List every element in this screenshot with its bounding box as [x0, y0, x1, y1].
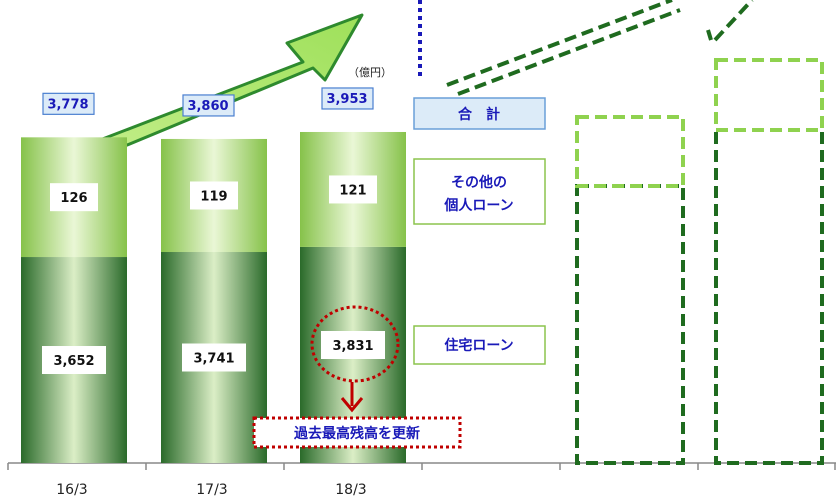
record-high-annotation: 過去最高残高を更新 — [252, 305, 462, 449]
legend-other-line2: 個人ローン — [443, 197, 513, 214]
annotation-box — [252, 416, 462, 449]
data-label-other: 119 — [200, 189, 227, 204]
unit-label: （億円） — [348, 66, 392, 79]
total-label: 3,778 — [47, 97, 88, 112]
category-label: 17/3 — [196, 482, 227, 498]
total-box — [182, 94, 235, 117]
legend-total: 合 計 — [413, 97, 546, 130]
legend-other-line1: その他の — [451, 174, 507, 191]
annotation-arrow-head — [340, 397, 364, 413]
legend-housing: 住宅ローン — [413, 325, 546, 365]
annotation-text: 過去最高残高を更新 — [293, 425, 420, 442]
total-box — [321, 87, 374, 110]
category-label: 16/3 — [56, 482, 87, 498]
data-label-other: 126 — [60, 191, 87, 206]
label-box-housing — [42, 346, 106, 375]
data-label-housing: 3,831 — [332, 339, 373, 354]
projection-bar-lower — [714, 128, 824, 465]
x-axis — [7, 462, 836, 470]
projection-bar-lower — [575, 184, 685, 465]
label-box-housing — [321, 331, 385, 359]
projection-arrow — [446, 0, 754, 96]
projection-bar-upper — [714, 58, 824, 132]
total-label: 3,953 — [326, 92, 367, 107]
legend-housing-label: 住宅ローン — [444, 337, 513, 354]
legend-total-label: 合 計 — [458, 106, 500, 123]
label-box-other — [50, 183, 98, 212]
projection-bars-group — [575, 58, 824, 465]
projection-bar-upper — [575, 115, 685, 188]
data-label-housing: 3,741 — [193, 352, 234, 367]
category-label: 18/3 — [335, 482, 366, 498]
label-box-other — [329, 175, 377, 204]
legend-other: その他の 個人ローン — [413, 158, 546, 225]
label-box-housing — [182, 343, 246, 372]
data-label-other: 121 — [339, 183, 366, 198]
total-label: 3,860 — [187, 99, 228, 114]
label-box-other — [190, 181, 238, 210]
highlight-circle — [310, 305, 400, 383]
data-label-housing: 3,652 — [53, 354, 94, 369]
total-box — [42, 92, 95, 115]
